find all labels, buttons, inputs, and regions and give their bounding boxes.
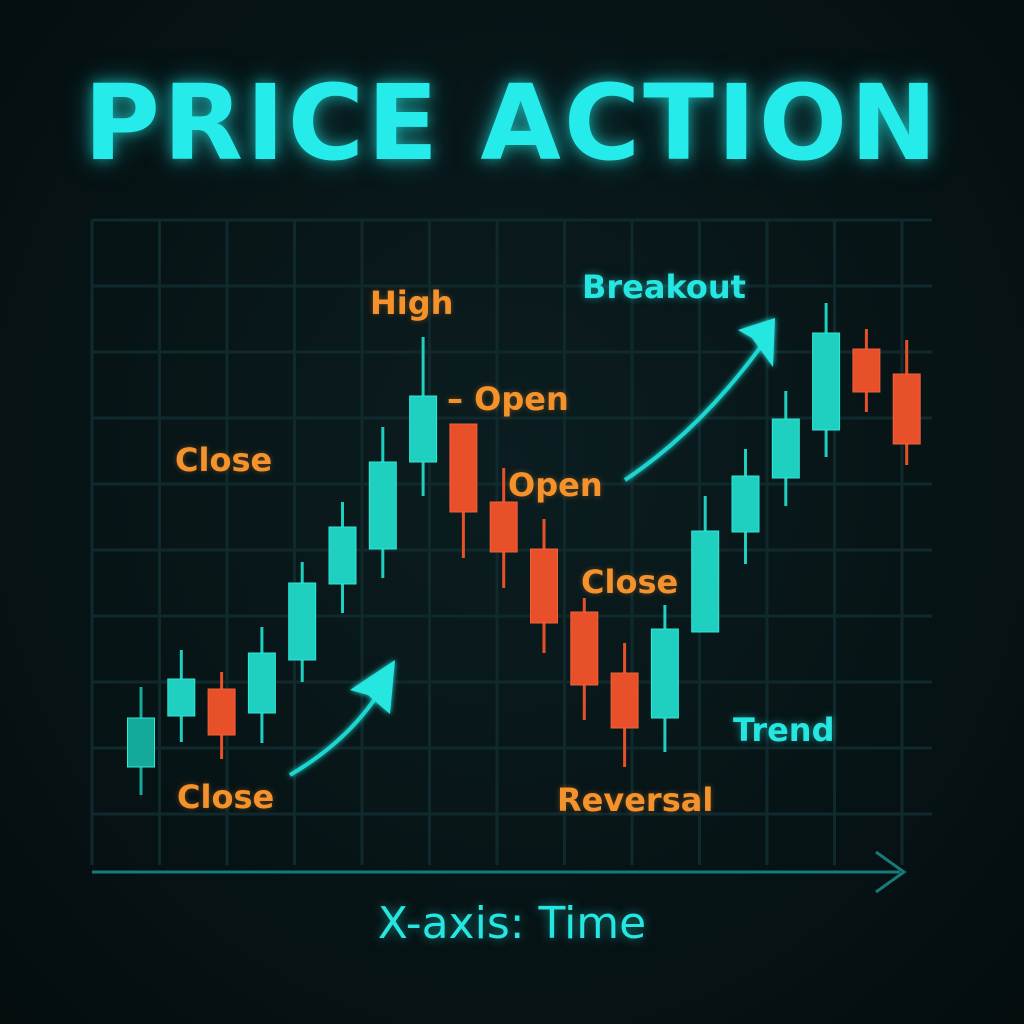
- chart-title: PRICE ACTION: [83, 62, 941, 184]
- candle-body: [409, 395, 438, 463]
- annotation-open: Open: [508, 466, 603, 504]
- candle-body: [892, 373, 921, 445]
- annotation-trend: Trend: [733, 711, 835, 749]
- x-axis: [92, 850, 907, 894]
- annotation-close: Close: [175, 441, 273, 479]
- annotation-close: Close: [177, 778, 275, 816]
- bullish-candle: [812, 303, 841, 457]
- bullish-candle: [771, 391, 800, 506]
- bearish-candle: [852, 329, 881, 412]
- bearish-candle: [530, 519, 558, 653]
- annotation-open: – Open: [447, 380, 569, 418]
- small-up-arrow-shaft: [288, 686, 384, 777]
- candle-body: [731, 475, 760, 533]
- candle-body: [771, 418, 800, 479]
- x-axis-arrowhead: [875, 850, 907, 894]
- breakout-arrow-shaft: [623, 343, 764, 482]
- bearish-candle: [449, 423, 478, 558]
- annotation-reversal: Reversal: [557, 781, 714, 819]
- candle-body: [247, 652, 276, 714]
- bullish-candle: [328, 502, 357, 613]
- candle-body: [489, 501, 518, 553]
- x-axis-label: X-axis: Time: [377, 898, 647, 949]
- bearish-candle: [570, 598, 599, 720]
- bullish-candle: [650, 605, 679, 752]
- bearish-candle: [610, 643, 639, 767]
- bullish-candle: [288, 562, 317, 682]
- candle-body: [328, 526, 357, 585]
- candle-body: [691, 530, 720, 633]
- candle-body: [812, 332, 841, 431]
- candle-body: [207, 688, 236, 736]
- annotation-breakout: Breakout: [582, 268, 746, 306]
- candle-body: [610, 672, 639, 729]
- bullish-candle: [247, 627, 276, 743]
- bearish-candle: [489, 468, 518, 588]
- candle-body: [530, 548, 558, 624]
- bullish-candle: [127, 687, 155, 795]
- bearish-candle: [207, 672, 236, 759]
- trend-arrows: [288, 318, 775, 777]
- candle-body: [449, 423, 478, 513]
- bullish-candle: [731, 449, 760, 564]
- bullish-candle: [409, 337, 438, 496]
- candle-body: [127, 717, 155, 768]
- bullish-candle: [167, 650, 196, 742]
- candle-body: [288, 582, 317, 661]
- candle-body: [852, 348, 881, 393]
- candle-body: [167, 678, 196, 717]
- candle-body: [368, 461, 397, 550]
- candle-body: [650, 628, 679, 719]
- annotation-close: Close: [581, 563, 679, 601]
- bullish-candle: [368, 427, 397, 578]
- candle-body: [570, 611, 599, 686]
- candles: [127, 303, 921, 795]
- breakout-arrow-head: [738, 318, 775, 367]
- bearish-candle: [892, 340, 921, 465]
- bullish-candle: [691, 496, 720, 633]
- small-up-arrow-head: [350, 660, 395, 714]
- annotation-high: High: [370, 284, 454, 322]
